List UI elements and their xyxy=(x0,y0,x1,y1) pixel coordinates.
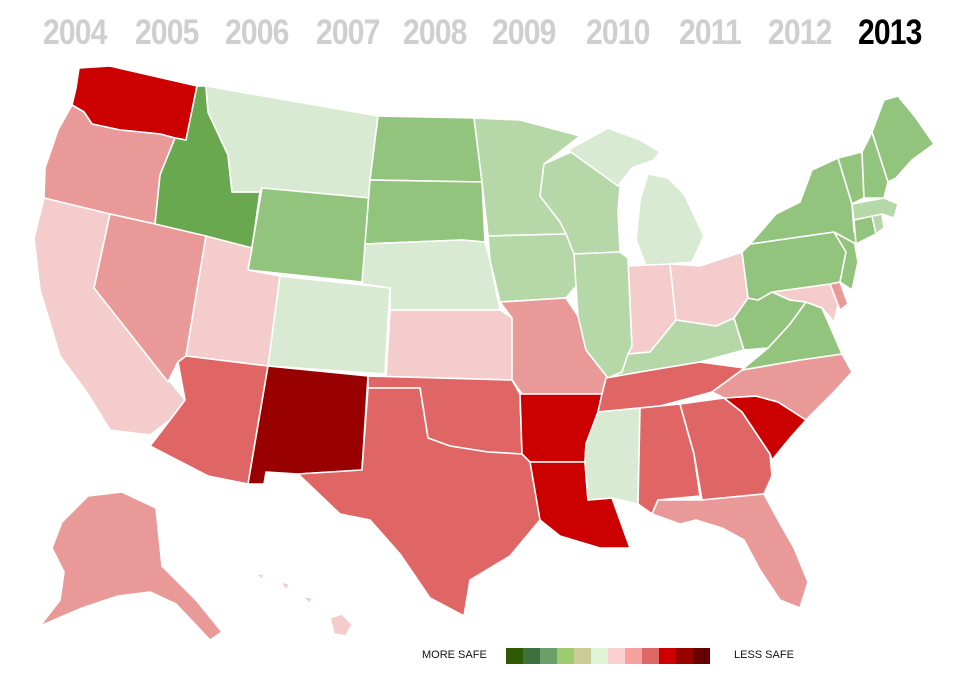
legend-swatch xyxy=(523,648,540,664)
year-tab-2009[interactable]: 2009 xyxy=(492,13,556,52)
year-tab-2011[interactable]: 2011 xyxy=(679,13,742,52)
state-wyoming[interactable]: Wyoming xyxy=(247,187,371,283)
legend-swatch xyxy=(608,648,625,664)
legend-swatch xyxy=(625,648,642,664)
state-hawaii[interactable]: Hawaii xyxy=(255,573,353,637)
state-south-dakota[interactable]: South Dakota xyxy=(364,179,486,245)
state-mississippi[interactable]: Mississippi xyxy=(584,407,641,505)
state-north-dakota[interactable]: North Dakota xyxy=(369,115,483,183)
state-kansas[interactable]: Kansas xyxy=(385,309,513,381)
legend-swatch xyxy=(659,648,676,664)
state-michigan[interactable]: Michigan xyxy=(567,127,705,267)
year-selector: 2004 2005 2006 2007 2008 2009 2010 2011 … xyxy=(0,8,973,58)
legend-more-safe-label: MORE SAFE xyxy=(422,649,487,661)
state-iowa[interactable]: Iowa xyxy=(487,233,577,303)
legend-swatch xyxy=(642,648,659,664)
state-florida[interactable]: Florida xyxy=(651,493,809,609)
year-tab-2007[interactable]: 2007 xyxy=(316,13,380,52)
year-tab-2006[interactable]: 2006 xyxy=(225,13,289,52)
legend-swatch xyxy=(540,648,557,664)
legend-swatch xyxy=(693,648,710,664)
legend-less-safe-label: LESS SAFE xyxy=(734,649,794,661)
legend-swatch xyxy=(591,648,608,664)
legend-swatch xyxy=(574,648,591,664)
state-new-hampshire[interactable]: New Hampshire xyxy=(861,131,889,199)
legend-swatch xyxy=(557,648,574,664)
state-texas[interactable]: Texas xyxy=(297,387,541,617)
state-maine[interactable]: Maine xyxy=(871,95,935,183)
year-tab-2013[interactable]: 2013 xyxy=(858,13,922,52)
state-new-mexico[interactable]: New Mexico xyxy=(247,365,369,485)
year-tab-2004[interactable]: 2004 xyxy=(43,13,107,52)
legend-swatch xyxy=(506,648,523,664)
year-tab-2010[interactable]: 2010 xyxy=(586,13,650,52)
year-tab-2005[interactable]: 2005 xyxy=(135,13,199,52)
state-montana[interactable]: Montana xyxy=(205,85,379,199)
state-colorado[interactable]: Colorado xyxy=(267,275,391,375)
legend-swatch xyxy=(676,648,693,664)
year-tab-2012[interactable]: 2012 xyxy=(768,13,832,52)
state-alaska[interactable]: Alaska xyxy=(39,491,223,641)
year-tab-2008[interactable]: 2008 xyxy=(403,13,467,52)
